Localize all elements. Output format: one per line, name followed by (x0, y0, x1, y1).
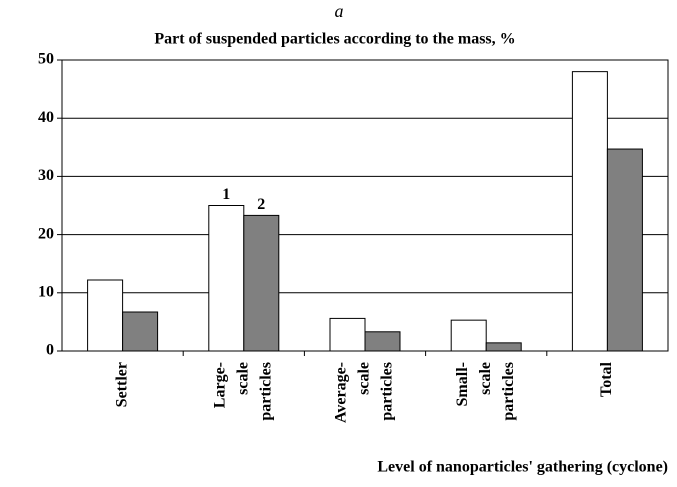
x-tick-label: scale (477, 362, 494, 395)
y-tick-label: 30 (38, 167, 54, 184)
x-tick-label: particles (500, 362, 517, 421)
bar (606, 148, 643, 352)
bar (450, 319, 487, 352)
series-label: 1 (222, 186, 230, 203)
x-tick-label: Average- (333, 362, 350, 423)
y-tick-label: 0 (46, 342, 54, 359)
x-tick-label: particles (379, 362, 396, 421)
bar (329, 317, 366, 352)
y-tick-label: 40 (38, 109, 54, 126)
bar (243, 214, 280, 352)
y-tick-label: 10 (38, 283, 54, 300)
bar (208, 205, 245, 352)
bar (364, 331, 401, 352)
x-tick-label: particles (257, 362, 274, 421)
chart-title: Part of suspended particles according to… (154, 31, 515, 48)
bar (122, 311, 159, 352)
x-tick-label: Settler (113, 362, 130, 407)
panel-label: a (335, 1, 344, 21)
x-tick-label: Total (598, 361, 615, 397)
x-tick-label: Large- (211, 362, 228, 408)
bar (87, 279, 124, 352)
x-axis-title: Level of nanoparticles' gathering (cyclo… (377, 459, 668, 476)
bar (571, 71, 608, 352)
y-tick-label: 50 (38, 51, 54, 68)
series-label: 2 (257, 196, 265, 213)
x-tick-label: scale (356, 362, 373, 395)
y-tick-label: 20 (38, 225, 54, 242)
x-tick-label: Small- (454, 362, 471, 406)
bar (485, 342, 522, 352)
x-tick-label: scale (234, 362, 251, 395)
